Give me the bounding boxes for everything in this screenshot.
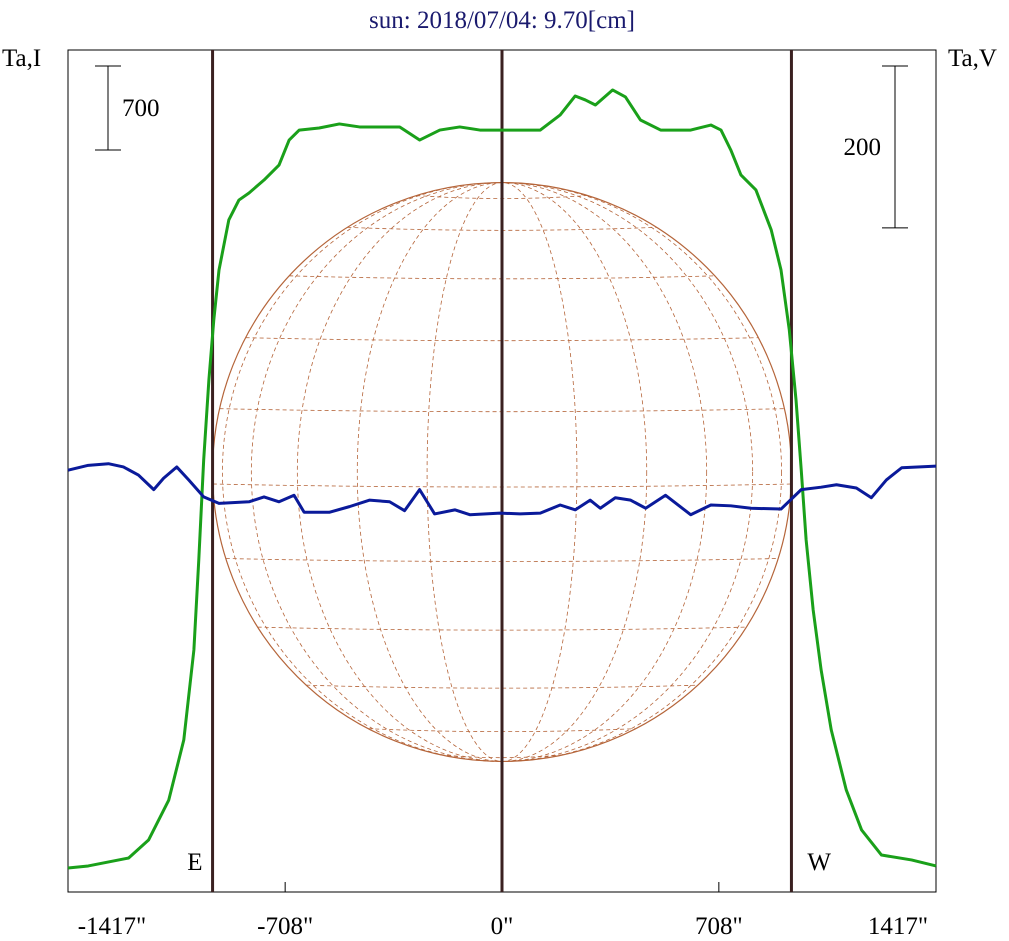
chart-title: sun: 2018/07/04: 9.70[cm] <box>369 7 635 34</box>
annotation: E <box>187 849 202 876</box>
scale-bar-label: 200 <box>844 134 882 161</box>
y2-axis-label: Ta,V <box>948 45 997 72</box>
x-tick-label: 0" <box>491 913 514 940</box>
y-axis-label: Ta,I <box>2 45 41 72</box>
parallel <box>257 626 747 631</box>
x-tick-label: -708" <box>257 913 313 940</box>
x-tick-label: 708" <box>695 913 743 940</box>
x-tick-label: -1417" <box>78 913 147 940</box>
parallel <box>245 337 759 342</box>
x-tick-label: 1417" <box>868 913 928 940</box>
parallel <box>306 684 698 689</box>
scale-bar-label: 700 <box>122 95 160 122</box>
annotation: W <box>807 849 831 876</box>
meridian <box>250 182 754 762</box>
series-line <box>67 88 937 870</box>
series-line <box>67 462 937 517</box>
